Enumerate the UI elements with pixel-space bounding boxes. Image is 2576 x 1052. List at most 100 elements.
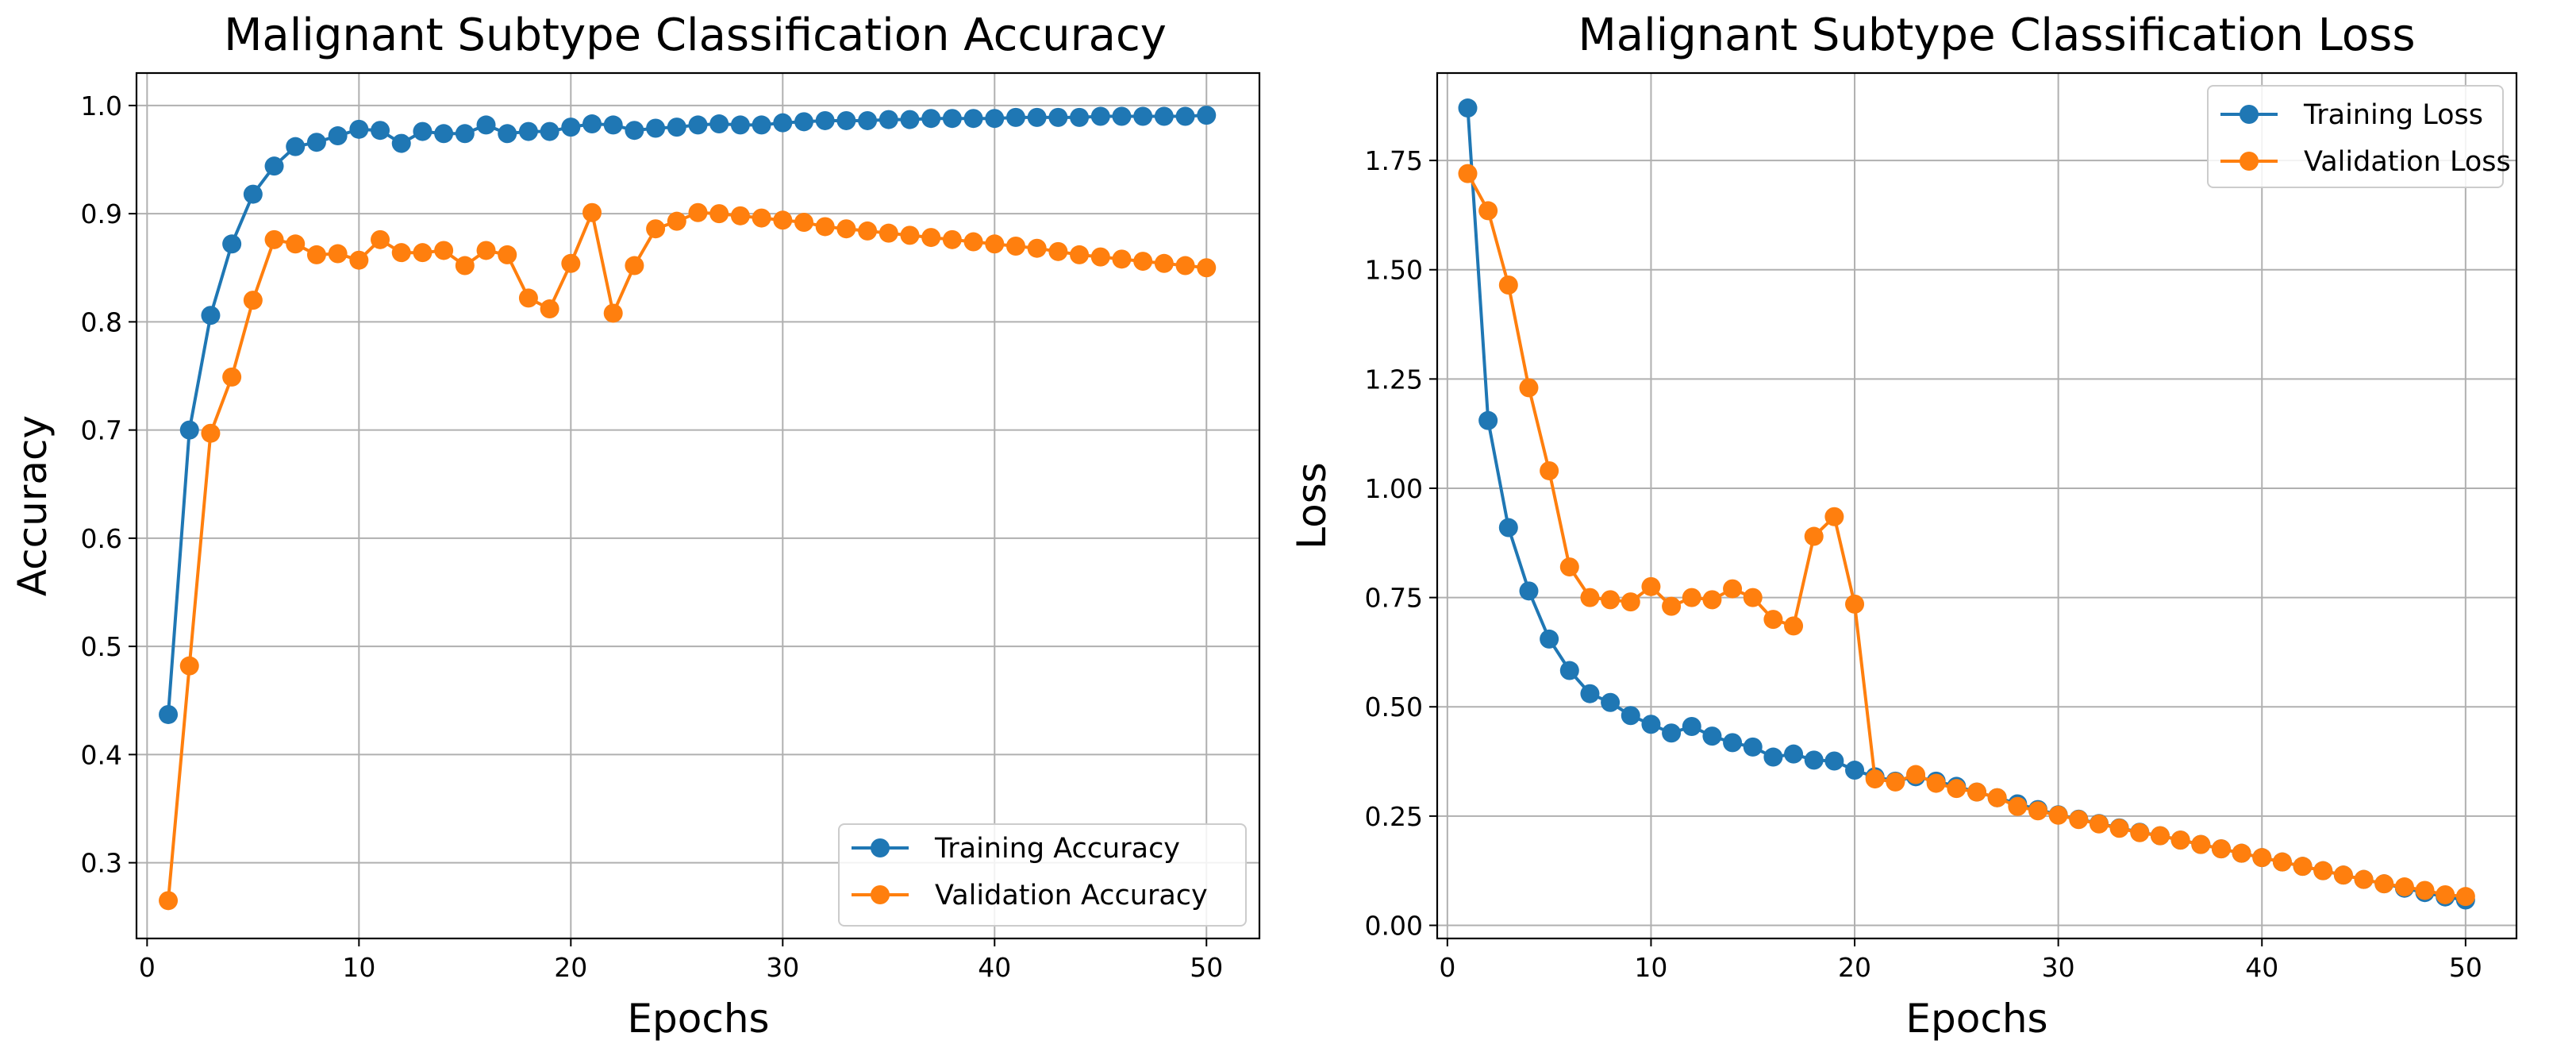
validation-loss-point	[1519, 378, 1539, 398]
validation-loss-point	[2130, 823, 2150, 842]
validation-loss-point	[2008, 796, 2028, 816]
training-accuracy-point	[921, 109, 941, 129]
validation-loss-point	[2150, 826, 2170, 846]
y-tick-label: 0.75	[1365, 583, 1423, 614]
training-accuracy-point	[1175, 106, 1195, 126]
validation-loss-point	[2374, 874, 2394, 894]
x-tick-label: 40	[2245, 952, 2278, 983]
training-accuracy-point	[688, 115, 708, 135]
y-tick-label: 0.6	[81, 523, 122, 554]
validation-accuracy-point	[794, 213, 813, 233]
loss-grid	[1437, 73, 2516, 938]
legend-validation-accuracy-label: Validation Accuracy	[935, 880, 1208, 911]
loss-legend: Training Loss Validation Loss	[2207, 85, 2511, 188]
training-accuracy-point	[1005, 107, 1025, 127]
validation-accuracy-point	[1154, 253, 1174, 273]
training-accuracy-point	[603, 115, 623, 135]
validation-loss-point	[2436, 884, 2455, 904]
training-accuracy-point	[159, 704, 179, 724]
validation-loss-point	[1967, 782, 1986, 802]
validation-loss-point	[2313, 861, 2333, 881]
training-accuracy-point	[540, 121, 559, 141]
training-accuracy-point	[1027, 107, 1047, 127]
validation-loss-point	[1763, 610, 1783, 630]
training-loss-point	[1540, 629, 1559, 649]
validation-loss-point	[2455, 887, 2475, 907]
legend-training-accuracy-marker	[871, 838, 890, 857]
validation-loss-point	[1601, 590, 1621, 610]
legend-training-loss-label: Training Loss	[2303, 99, 2483, 131]
validation-loss-point	[2232, 843, 2251, 863]
validation-loss-point	[1987, 788, 2007, 807]
training-accuracy-point	[222, 234, 242, 254]
validation-loss-point	[1743, 588, 1763, 607]
training-accuracy-point	[455, 124, 475, 144]
validation-loss-point	[2089, 814, 2109, 834]
validation-loss-point	[2272, 852, 2292, 872]
validation-loss-point	[1804, 526, 1824, 546]
training-accuracy-point	[243, 184, 263, 204]
validation-accuracy-point	[900, 225, 920, 245]
validation-loss-point	[2191, 834, 2211, 854]
loss-legend-box	[2207, 85, 2504, 188]
validation-loss-point	[2293, 857, 2313, 877]
validation-loss-point	[1682, 588, 1701, 607]
validation-accuracy-point	[879, 223, 898, 243]
y-tick-label: 0.8	[81, 306, 122, 337]
training-accuracy-point	[709, 114, 729, 134]
validation-accuracy-point	[371, 229, 390, 249]
training-loss-point	[1804, 750, 1824, 770]
validation-accuracy-point	[561, 253, 581, 273]
training-loss-point	[1743, 737, 1763, 757]
loss-plot-frame	[1436, 71, 2518, 940]
loss-series-layer	[1458, 98, 2475, 910]
validation-loss-point	[1824, 507, 1844, 526]
training-accuracy-point	[1133, 106, 1153, 126]
y-tick-label: 1.00	[1365, 473, 1423, 504]
y-tick-label: 1.25	[1365, 364, 1423, 395]
validation-loss-point	[1784, 616, 1804, 636]
training-accuracy-point	[1070, 107, 1090, 127]
validation-loss-point	[1498, 275, 1518, 295]
validation-loss-point	[1926, 773, 1946, 793]
y-tick-label: 0.4	[81, 739, 122, 770]
x-tick-label: 0	[1439, 952, 1455, 983]
accuracy-series-layer	[159, 106, 1217, 911]
training-accuracy-point	[985, 109, 1005, 129]
legend-training-loss-marker	[2240, 105, 2259, 124]
validation-accuracy-point	[1197, 258, 1217, 278]
validation-accuracy-point	[498, 245, 517, 264]
validation-loss-point	[2394, 877, 2414, 897]
training-accuracy-point	[518, 121, 538, 141]
validation-accuracy-point	[1112, 249, 1132, 269]
loss-ticks: 0 10 20 30 40 50 0.00 0.25 0.50 0.75 1.00 1.25 1.50 1…	[1365, 145, 2482, 983]
training-accuracy-point	[858, 110, 878, 130]
training-accuracy-point	[879, 110, 898, 129]
validation-loss-point	[1559, 557, 1579, 577]
training-accuracy-point	[942, 109, 962, 129]
accuracy-chart-title: Malignant Subtype Classification Accurac…	[224, 10, 1167, 61]
validation-loss-point	[1478, 201, 1498, 221]
validation-loss-point	[2415, 881, 2435, 900]
x-tick-label: 10	[1634, 952, 1667, 983]
validation-accuracy-point	[942, 229, 962, 249]
validation-accuracy-point	[773, 210, 793, 230]
training-accuracy-point	[371, 121, 390, 141]
training-accuracy-point	[667, 118, 686, 137]
training-loss-point	[1702, 726, 1722, 746]
training-accuracy-point	[561, 118, 581, 137]
training-accuracy-point	[413, 121, 433, 141]
accuracy-y-axis-label: Accuracy	[10, 415, 56, 596]
validation-accuracy-point	[1048, 241, 1068, 261]
validation-accuracy-point	[625, 256, 644, 276]
training-accuracy-point	[1154, 106, 1174, 126]
validation-accuracy-point	[836, 219, 856, 239]
validation-accuracy-point	[476, 241, 496, 260]
legend-validation-accuracy-marker	[871, 885, 890, 904]
training-accuracy-point	[1048, 107, 1068, 127]
validation-loss-point	[2069, 810, 2089, 830]
training-accuracy-point	[625, 121, 644, 141]
training-accuracy-point	[476, 115, 496, 135]
training-accuracy-point	[963, 109, 983, 129]
